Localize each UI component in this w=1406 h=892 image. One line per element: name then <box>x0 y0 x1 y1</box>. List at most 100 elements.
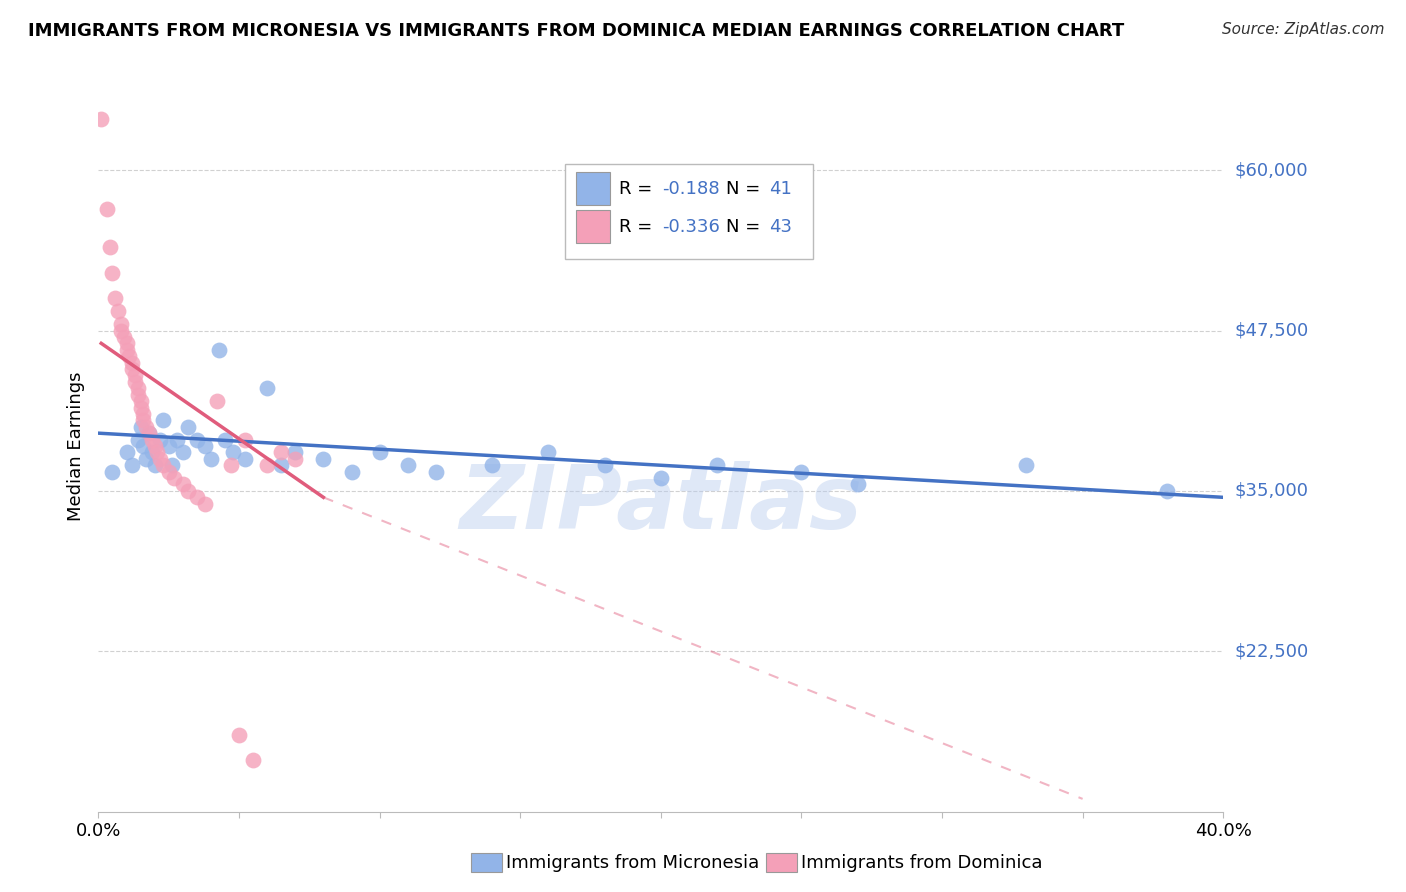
Point <box>141 433 163 447</box>
Point <box>186 491 208 505</box>
Point <box>149 433 172 447</box>
Point <box>790 465 813 479</box>
Text: R =: R = <box>619 218 658 235</box>
Bar <box>576 172 610 205</box>
Point <box>143 439 166 453</box>
Point <box>177 483 200 498</box>
Text: Immigrants from Dominica: Immigrants from Dominica <box>801 854 1043 871</box>
Text: N =: N = <box>725 218 766 235</box>
Point <box>96 202 118 216</box>
Point <box>284 451 307 466</box>
Point <box>132 407 155 421</box>
Point <box>157 439 180 453</box>
Point <box>124 375 146 389</box>
Point <box>121 362 143 376</box>
Text: Source: ZipAtlas.com: Source: ZipAtlas.com <box>1222 22 1385 37</box>
Point <box>157 465 180 479</box>
Point <box>135 451 157 466</box>
Point <box>233 433 256 447</box>
Text: ZIPatlas: ZIPatlas <box>460 461 862 548</box>
Point <box>200 451 222 466</box>
Point <box>141 445 163 459</box>
Point <box>115 336 138 351</box>
Point <box>172 445 194 459</box>
Point <box>129 419 152 434</box>
Point <box>104 292 127 306</box>
Point <box>396 458 419 473</box>
Point <box>425 465 447 479</box>
Point <box>172 477 194 491</box>
Point <box>129 401 152 415</box>
Text: Immigrants from Micronesia: Immigrants from Micronesia <box>506 854 759 871</box>
Point <box>138 426 160 441</box>
Point <box>138 426 160 441</box>
Point <box>143 458 166 473</box>
Point <box>112 330 135 344</box>
Point <box>160 458 183 473</box>
Point <box>537 445 560 459</box>
Point <box>129 394 152 409</box>
Text: $47,500: $47,500 <box>1234 321 1309 340</box>
Text: N =: N = <box>725 179 766 197</box>
Point <box>118 349 141 363</box>
Text: -0.188: -0.188 <box>662 179 720 197</box>
Text: $22,500: $22,500 <box>1234 642 1309 660</box>
Point <box>194 439 217 453</box>
Point <box>152 458 174 473</box>
Point <box>149 451 172 466</box>
Point <box>194 497 217 511</box>
Point <box>135 419 157 434</box>
Point <box>115 445 138 459</box>
Point <box>163 471 186 485</box>
Point <box>593 458 616 473</box>
Point <box>340 465 363 479</box>
Point <box>256 458 278 473</box>
Point <box>107 304 129 318</box>
Point <box>98 240 121 254</box>
Point <box>115 343 138 357</box>
Y-axis label: Median Earnings: Median Earnings <box>66 371 84 521</box>
Point <box>177 419 200 434</box>
Text: $35,000: $35,000 <box>1234 482 1309 500</box>
Point <box>166 433 188 447</box>
Point <box>101 465 124 479</box>
Point <box>121 355 143 369</box>
Point <box>284 445 307 459</box>
Point <box>256 381 278 395</box>
Point <box>205 394 228 409</box>
Point <box>214 433 236 447</box>
Text: $60,000: $60,000 <box>1234 161 1308 179</box>
Point <box>222 445 245 459</box>
Point <box>90 112 112 126</box>
Text: 41: 41 <box>769 179 792 197</box>
Point <box>127 381 149 395</box>
Point <box>1015 458 1038 473</box>
Text: 43: 43 <box>769 218 792 235</box>
Point <box>101 266 124 280</box>
Point <box>186 433 208 447</box>
Point <box>242 753 264 767</box>
Point <box>219 458 242 473</box>
Text: R =: R = <box>619 179 658 197</box>
Point <box>146 445 169 459</box>
Text: IMMIGRANTS FROM MICRONESIA VS IMMIGRANTS FROM DOMINICA MEDIAN EARNINGS CORRELATI: IMMIGRANTS FROM MICRONESIA VS IMMIGRANTS… <box>28 22 1125 40</box>
Point <box>121 458 143 473</box>
Point <box>152 413 174 427</box>
Point <box>846 477 869 491</box>
Bar <box>565 164 813 260</box>
Point <box>127 433 149 447</box>
Point <box>650 471 672 485</box>
Point <box>132 439 155 453</box>
Point <box>312 451 335 466</box>
Point <box>127 387 149 401</box>
Point <box>368 445 391 459</box>
Point <box>228 728 250 742</box>
Point <box>270 458 292 473</box>
Point <box>706 458 728 473</box>
Point <box>132 413 155 427</box>
Point <box>110 317 132 331</box>
Point <box>233 451 256 466</box>
Point <box>110 324 132 338</box>
Point <box>124 368 146 383</box>
Bar <box>576 211 610 243</box>
